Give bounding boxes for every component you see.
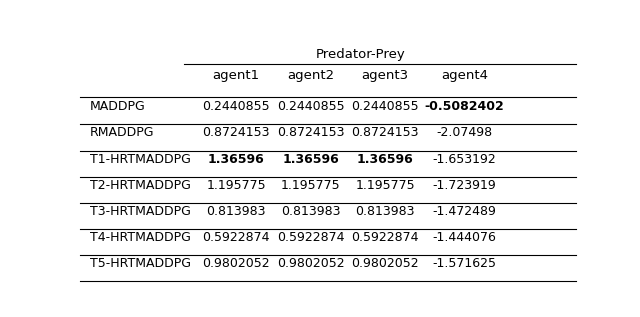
Text: -2.07498: -2.07498 [436,126,492,139]
Text: T1-HRTMADDPG: T1-HRTMADDPG [90,152,191,165]
Text: agent4: agent4 [441,68,488,81]
Text: -1.723919: -1.723919 [433,179,496,192]
Text: agent3: agent3 [362,68,408,81]
Text: -1.472489: -1.472489 [433,205,497,218]
Text: -0.5082402: -0.5082402 [424,100,504,113]
Text: 0.8724153: 0.8724153 [202,126,270,139]
Text: T5-HRTMADDPG: T5-HRTMADDPG [90,257,191,270]
Text: agent1: agent1 [212,68,260,81]
Text: 1.36596: 1.36596 [282,152,339,165]
Text: 1.36596: 1.36596 [356,152,413,165]
Text: 0.813983: 0.813983 [207,205,266,218]
Text: 0.9802052: 0.9802052 [351,257,419,270]
Text: 0.9802052: 0.9802052 [277,257,344,270]
Text: T4-HRTMADDPG: T4-HRTMADDPG [90,231,191,244]
Text: T3-HRTMADDPG: T3-HRTMADDPG [90,205,191,218]
Text: 1.195775: 1.195775 [207,179,266,192]
Text: 0.5922874: 0.5922874 [202,231,270,244]
Text: 0.2440855: 0.2440855 [351,100,419,113]
Text: 0.813983: 0.813983 [281,205,340,218]
Text: 0.2440855: 0.2440855 [202,100,270,113]
Text: 0.8724153: 0.8724153 [351,126,419,139]
Text: 1.36596: 1.36596 [208,152,264,165]
Text: 0.8724153: 0.8724153 [277,126,344,139]
Text: 1.195775: 1.195775 [355,179,415,192]
Text: MADDPG: MADDPG [90,100,146,113]
Text: -1.571625: -1.571625 [433,257,497,270]
Text: -1.653192: -1.653192 [433,152,496,165]
Text: 0.5922874: 0.5922874 [277,231,344,244]
Text: RMADDPG: RMADDPG [90,126,154,139]
Text: 0.9802052: 0.9802052 [202,257,270,270]
Text: -1.444076: -1.444076 [433,231,497,244]
Text: 0.5922874: 0.5922874 [351,231,419,244]
Text: 0.2440855: 0.2440855 [277,100,344,113]
Text: agent2: agent2 [287,68,334,81]
Text: Predator-Prey: Predator-Prey [316,48,405,61]
Text: 1.195775: 1.195775 [281,179,340,192]
Text: T2-HRTMADDPG: T2-HRTMADDPG [90,179,191,192]
Text: 0.813983: 0.813983 [355,205,415,218]
